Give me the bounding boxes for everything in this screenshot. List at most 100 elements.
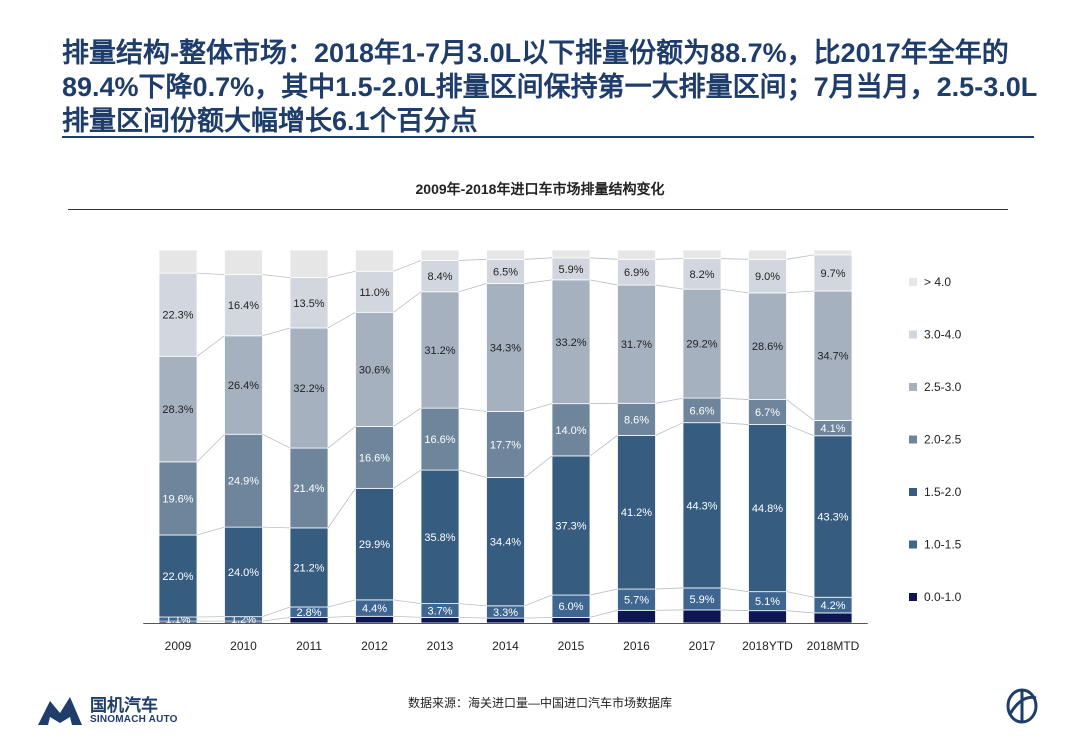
page-headline: 排量结构-整体市场：2018年1-7月3.0L以下排量份额为88.7%，比201… — [62, 38, 1038, 136]
series-connector — [196, 335, 225, 357]
series-connector — [196, 433, 225, 463]
bar-segment-2010-3.0-4.0 — [224, 274, 263, 337]
bar-segment-2018YTD-2.0-2.5 — [748, 399, 787, 425]
bar-segment-2013-0.0-1.0 — [420, 617, 460, 624]
x-tick-label-2013: 2013 — [427, 639, 454, 653]
series-connector — [720, 258, 749, 260]
bar-segment-2018MTD-3.0-4.0 — [813, 254, 853, 292]
series-connector — [720, 609, 749, 612]
x-tick-label-2018YTD: 2018YTD — [742, 639, 793, 653]
bar-segment-2016-3.0-4.0 — [617, 258, 656, 286]
sinomach-logo-icon — [38, 697, 82, 725]
bar-segment-2017-2.5-3.0 — [682, 288, 722, 399]
series-connector — [262, 606, 291, 618]
legend-swatch-3.0-4.0 — [909, 330, 917, 339]
data-label-2012-2.5-3.0: 30.6% — [359, 364, 390, 376]
bar-segment-2018MTD-0.0-1.0 — [813, 612, 853, 624]
legend-swatch->4.0 — [909, 278, 917, 286]
legend-swatch-0.0-1.0 — [909, 593, 917, 601]
cada-badge-icon — [1006, 688, 1038, 724]
chart-title-divider — [68, 209, 1008, 210]
data-label-2017-1.0-1.5: 5.9% — [689, 594, 714, 606]
data-label-2018MTD-2.0-2.5: 4.1% — [820, 423, 845, 435]
series-connector — [786, 254, 815, 260]
series-connector — [393, 615, 422, 618]
data-label-2010-3.0-4.0: 16.4% — [228, 300, 259, 312]
bar-segment-2016-2.0-2.5 — [617, 402, 656, 436]
legend-swatch-1.0-1.5 — [909, 540, 917, 549]
data-label-2015-2.0-2.5: 14.0% — [555, 425, 586, 437]
data-label-2017-2.5-3.0: 29.2% — [686, 339, 717, 351]
data-label-2018MTD-1.5-2.0: 43.3% — [817, 512, 848, 524]
bar-segment-2011-1.5-2.0 — [289, 527, 329, 608]
data-label-2010-2.0-2.5: 24.9% — [228, 476, 259, 488]
bar-segment-2018MTD->4.0 — [813, 249, 853, 256]
legend-label-3.0-4.0: 3.0-4.0 — [924, 328, 962, 342]
series-connector — [720, 397, 749, 400]
bar-segment-2018YTD->4.0 — [748, 249, 787, 260]
series-connector — [262, 274, 291, 278]
data-label-2018YTD-2.5-3.0: 28.6% — [752, 341, 783, 353]
bar-segment-2014-2.5-3.0 — [486, 283, 525, 412]
series-connector — [393, 260, 422, 272]
series-connector — [655, 397, 684, 404]
data-label-2016-3.0-4.0: 6.9% — [624, 267, 649, 279]
legend-swatch-2.5-3.0 — [909, 383, 917, 391]
legend-label-2.5-3.0: 2.5-3.0 — [924, 380, 962, 394]
data-label-2014-2.5-3.0: 34.3% — [490, 343, 521, 355]
series-connector — [327, 615, 356, 618]
bar-segment-2016-1.5-2.0 — [617, 434, 656, 590]
bar-segment-2012->4.0 — [355, 249, 394, 272]
bar-segment-2018YTD-0.0-1.0 — [748, 610, 787, 624]
bar-segment-2009-3.0-4.0 — [158, 272, 198, 357]
data-label-2009-1.5-2.0: 22.0% — [162, 571, 193, 583]
series-connector — [786, 591, 815, 598]
series-connector — [786, 424, 815, 437]
x-tick-label-2009: 2009 — [165, 639, 192, 653]
data-label-2015-1.5-2.0: 37.3% — [555, 520, 586, 532]
headline-divider — [62, 136, 1034, 138]
series-connector — [655, 284, 684, 290]
bar-segment-2014-3.0-4.0 — [486, 258, 525, 284]
bar-segment-2009->4.0 — [158, 249, 198, 274]
bar-segment-2017-0.0-1.0 — [682, 609, 722, 624]
data-label-2013-3.0-4.0: 8.4% — [427, 271, 452, 283]
series-connector — [393, 291, 422, 313]
data-label-2014-2.0-2.5: 17.7% — [490, 440, 521, 452]
data-label-2011-1.5-2.0: 21.2% — [293, 562, 324, 574]
series-connector — [458, 617, 487, 619]
data-label-2014-1.5-2.0: 34.4% — [490, 537, 521, 549]
series-connector — [262, 327, 291, 337]
data-label-2011-1.0-1.5: 2.8% — [296, 607, 321, 619]
legend-label->4.0: > 4.0 — [924, 275, 951, 289]
series-connector — [655, 587, 684, 590]
series-connector — [524, 279, 553, 284]
data-label-2016-1.5-2.0: 41.2% — [621, 507, 652, 519]
bar-segment-2011->4.0 — [289, 249, 329, 279]
bar-segment-2012-3.0-4.0 — [355, 270, 394, 313]
bar-segment-2016->4.0 — [617, 249, 656, 260]
data-label-2009-2.0-2.5: 19.6% — [162, 493, 193, 505]
series-connector — [393, 407, 422, 427]
bar-segment-2013-2.5-3.0 — [420, 291, 460, 409]
series-connector — [720, 422, 749, 425]
series-connector — [589, 588, 618, 596]
series-connector — [524, 617, 553, 619]
legend-swatch-1.5-2.0 — [909, 488, 917, 496]
series-connector — [458, 469, 487, 478]
x-tick-label-2014: 2014 — [492, 639, 519, 653]
bar-segment-2015-0.0-1.0 — [551, 617, 591, 624]
series-connector — [196, 272, 225, 276]
legend-label-0.0-1.0: 0.0-1.0 — [924, 590, 962, 604]
bar-segment-2012-2.0-2.5 — [355, 426, 394, 489]
data-label-2013-1.0-1.5: 3.7% — [427, 606, 452, 618]
series-connector — [196, 526, 225, 536]
data-label-2015-1.0-1.5: 6.0% — [558, 601, 583, 613]
bar-segment-2015-2.5-3.0 — [551, 279, 591, 405]
bar-segment-2018MTD-1.5-2.0 — [813, 435, 853, 598]
series-connector — [786, 290, 815, 294]
data-label-2018YTD-1.5-2.0: 44.8% — [752, 503, 783, 515]
data-label-2014-1.0-1.5: 3.3% — [493, 607, 518, 619]
x-tick-label-2010: 2010 — [230, 639, 257, 653]
data-label-2014-3.0-4.0: 6.5% — [493, 266, 518, 278]
